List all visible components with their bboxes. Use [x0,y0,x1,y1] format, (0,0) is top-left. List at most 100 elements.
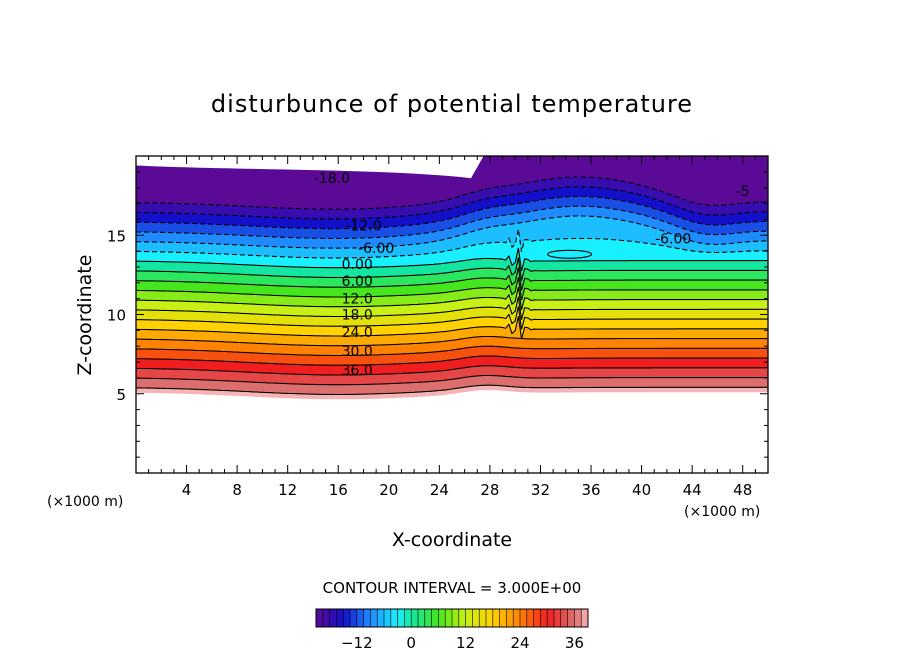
contour-line [136,257,768,281]
contour-labels: -18.0-12.0-6.000.006.0012.018.024.030.03… [314,171,750,379]
colorbar-tick-labels: −12 0 12 24 36 [341,634,584,652]
colorbar-cell [499,609,507,627]
chart-title: disturbunce of potential temperature [211,90,693,118]
x-unit-right: (×1000 m) [684,504,760,520]
colorbar-cell [458,609,466,627]
colorbar-cell [540,609,548,627]
colorbar-cell [560,609,568,627]
colorbar-cell [567,609,575,627]
colorbar-tick-label: −12 [341,634,373,652]
colorbar-cell [438,609,446,627]
colorbar-cell [390,609,398,627]
colorbar-cell [404,609,412,627]
colorbar-cell [370,609,378,627]
contour-line [136,335,768,347]
contour-label: 30.0 [342,344,373,360]
colorbar-cell [411,609,419,627]
colorbar-cell [533,609,541,627]
colorbar-cell [513,609,521,627]
contour-label: 6.00 [342,274,373,290]
colorbar-cell [343,609,351,627]
contour-line [136,277,768,301]
colorbar [315,608,589,628]
colorbar-frame [315,608,589,628]
colorbar-cell [384,609,392,627]
contour-line [136,306,768,330]
contour-line [136,286,768,310]
contour-line [136,365,768,376]
colorbar-cell [486,609,494,627]
contour-label: -6.00 [655,231,691,247]
contour-label: 12.0 [342,292,373,308]
contour-closed [547,249,593,259]
colorbar-cell [479,609,487,627]
x-tick-label: 28 [480,481,499,499]
contour-label: 24.0 [342,325,373,341]
colorbar-cell [452,609,460,627]
contour-label: -6.00 [358,241,394,257]
contour-label: -5 [736,184,750,200]
colorbar-tick-label: 12 [456,634,475,652]
x-tick-label: 40 [632,481,651,499]
colorbar-cell [322,609,330,627]
x-tick-label: 24 [430,481,449,499]
contour-line [136,176,768,210]
contour-line [136,316,768,340]
contour-label: 36.0 [342,363,373,379]
colorbar-cell [554,609,562,627]
colorbar-cell [377,609,385,627]
colorbar-cell [336,609,344,627]
x-tick-label: 48 [733,481,752,499]
colorbar-cell [397,609,405,627]
contour-label: -18.0 [314,171,350,187]
contour-line [136,195,768,230]
colorbar-cell [547,609,555,627]
x-tick-labels: 4 8 12 16 20 24 28 32 36 40 44 48 [182,481,752,499]
no-data-region [136,390,768,473]
y-tick-labels: 5 10 15 [107,227,126,404]
contour-line [136,296,768,320]
contour-label: -12.0 [345,219,381,235]
contour-lines [136,176,768,396]
no-data-top [136,156,484,179]
contour-fill [136,156,768,473]
contour-line [136,215,768,249]
y-tick-label: 5 [116,386,126,404]
colorbar-cell [445,609,453,627]
x-tick-label: 36 [581,481,600,499]
colorbar-tick-label: 24 [510,634,529,652]
colorbar-cell [363,609,371,627]
axis-ticks [136,156,768,473]
contour-line [136,384,768,396]
x-tick-label: 16 [329,481,348,499]
colorbar-cell [316,609,324,627]
x-tick-label: 4 [182,481,192,499]
colorbar-cell [574,609,582,627]
colorbar-cell [472,609,480,627]
x-tick-label: 44 [683,481,702,499]
contour-line [136,186,768,220]
colorbar-cell [492,609,500,627]
contour-line [136,229,768,259]
colorbar-cell [581,609,589,627]
colorbar-cell [350,609,358,627]
colorbar-cell [329,609,337,627]
contour-label: 0.00 [342,257,373,273]
y-axis-label: Z-coordinate [74,255,96,376]
colorbar-cell [418,609,426,627]
contour-line [136,247,768,271]
colorbar-tick-label: 36 [565,634,584,652]
colorbar-cell [526,609,534,627]
x-unit-left: (×1000 m) [47,494,123,510]
y-tick-label: 10 [107,307,126,325]
contour-line [136,345,768,357]
colorbar-cell [424,609,432,627]
contour-label: 18.0 [342,308,373,324]
contour-line [136,267,768,291]
x-tick-label: 32 [531,481,550,499]
colorbar-cell [506,609,514,627]
contour-line [136,205,768,239]
contour-interval: CONTOUR INTERVAL = 3.000E+00 [323,579,582,597]
contour-line [136,374,768,386]
